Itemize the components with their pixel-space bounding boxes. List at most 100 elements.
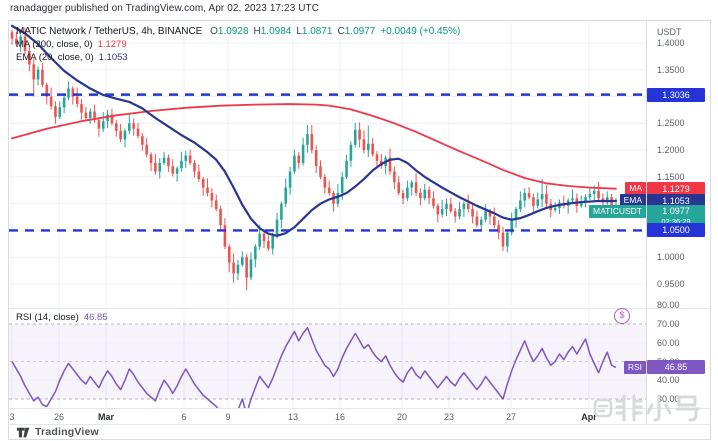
candle <box>28 51 31 65</box>
candle <box>297 155 301 163</box>
ma-badge-tag: MA <box>625 182 646 196</box>
brand-name[interactable]: TradingView <box>35 426 99 438</box>
candle <box>19 36 22 45</box>
rsi-axis-label: 70.00 <box>657 319 680 329</box>
candle <box>532 197 535 206</box>
time-axis[interactable]: 3 26 Mar 6 9 13 16 20 23 27 Apr <box>9 408 646 425</box>
ma-price-badge: 1.1279 <box>647 181 705 196</box>
candle <box>88 111 92 118</box>
candle <box>162 157 166 163</box>
rsi-band <box>9 324 646 399</box>
candle <box>240 257 244 265</box>
candle <box>128 123 131 131</box>
rsi-line <box>11 327 617 408</box>
candle <box>423 189 427 199</box>
ema-legend-row[interactable]: EMA (20, close, 0) 1.1053 <box>16 51 460 64</box>
candle <box>67 88 70 98</box>
candle <box>414 182 418 193</box>
time-tick-label: 23 <box>443 412 455 422</box>
candle <box>449 203 453 212</box>
candle <box>497 225 500 233</box>
candle <box>484 211 487 220</box>
candle <box>58 107 62 117</box>
candle <box>436 205 440 215</box>
candle <box>610 197 613 208</box>
symbol-legend-row[interactable]: MATIC Network / TetherUS, 4h, BINANCE O1… <box>16 25 460 38</box>
candle <box>375 154 379 161</box>
candle <box>462 203 466 210</box>
candle <box>592 190 596 195</box>
maticusdt-badge-tag: MATICUSDT <box>589 204 646 218</box>
rsi-value-badge: 46.85 <box>647 360 705 375</box>
time-tick-label: 3 <box>9 412 15 422</box>
candle <box>167 157 170 167</box>
ema-value: 1.1053 <box>98 52 128 63</box>
price-axis-label: 1.1500 <box>657 171 685 182</box>
tradingview-logo[interactable] <box>16 426 30 439</box>
candle <box>84 112 88 118</box>
candle <box>388 157 392 172</box>
chart-legend: MATIC Network / TetherUS, 4h, BINANCE O1… <box>16 25 460 64</box>
level-price-badge: 1.0500 <box>647 223 705 238</box>
candle <box>427 189 431 199</box>
candle <box>219 209 222 226</box>
ohlc-close-label: C <box>337 26 345 37</box>
price-axis-label: 1.2500 <box>657 118 685 129</box>
time-tick-label: 27 <box>505 412 517 422</box>
ema-badge-tag: EMA <box>619 194 646 208</box>
price-chart-svg[interactable] <box>9 21 646 309</box>
candle <box>553 207 557 211</box>
candle <box>180 160 183 169</box>
candle <box>488 211 492 217</box>
ohlc-high-value: 1.0984 <box>260 26 292 37</box>
price-axis-label: 0.9500 <box>657 279 685 290</box>
ema-label: EMA (20, close, 0) <box>16 52 94 63</box>
candle <box>419 192 422 199</box>
ma-value: 1.1279 <box>97 39 127 50</box>
candle <box>319 166 322 177</box>
rsi-legend-row[interactable]: RSI (14, close) 46.85 <box>16 312 108 323</box>
candle <box>301 144 305 163</box>
candle <box>249 259 253 278</box>
watermark-text: 非小号 <box>0 0 1 1</box>
price-axis-label: 1.0000 <box>657 252 685 263</box>
candle <box>406 187 409 199</box>
candle <box>149 154 153 163</box>
time-tick-label: 6 <box>181 412 187 422</box>
candle <box>175 168 179 174</box>
candle <box>254 246 257 260</box>
candle <box>45 84 49 97</box>
footer: TradingView <box>16 425 99 439</box>
rsi-badge-tag: RSI <box>623 360 646 374</box>
candle <box>475 216 479 226</box>
candle <box>245 257 248 278</box>
price-axis-label: 1.4000 <box>657 38 685 48</box>
candle <box>236 264 240 274</box>
candle <box>23 36 27 52</box>
candle <box>362 139 366 151</box>
price-axis-label: 1.3500 <box>657 64 685 75</box>
candle <box>288 171 292 188</box>
price-axis[interactable]: USDT 1.4000 1.3500 1.2500 1.2000 1.1500 1.000… <box>646 21 710 425</box>
ma-legend-row[interactable]: MA (200, close, 0) 1.1279 <box>16 38 460 51</box>
rsi-axis-label: 40.00 <box>657 375 680 386</box>
candle <box>275 219 279 236</box>
candle <box>397 182 401 193</box>
ohlc-high-label: H <box>253 26 261 37</box>
publish-info: ranadagger published on TradingView.com,… <box>10 3 320 14</box>
time-axis-separator <box>9 408 710 409</box>
symbol-title: MATIC Network / TetherUS, 4h, BINANCE <box>16 26 203 37</box>
candle <box>158 162 162 172</box>
dollar-sticker: $ <box>614 308 630 324</box>
rsi-chart-svg[interactable] <box>9 309 646 408</box>
candle <box>340 176 344 193</box>
candle <box>579 201 583 206</box>
candle <box>280 203 283 220</box>
candle <box>410 182 414 188</box>
candle <box>323 176 327 188</box>
candle <box>119 130 122 140</box>
candle <box>458 209 461 217</box>
candle <box>171 166 175 174</box>
pane-separator[interactable] <box>9 308 710 309</box>
